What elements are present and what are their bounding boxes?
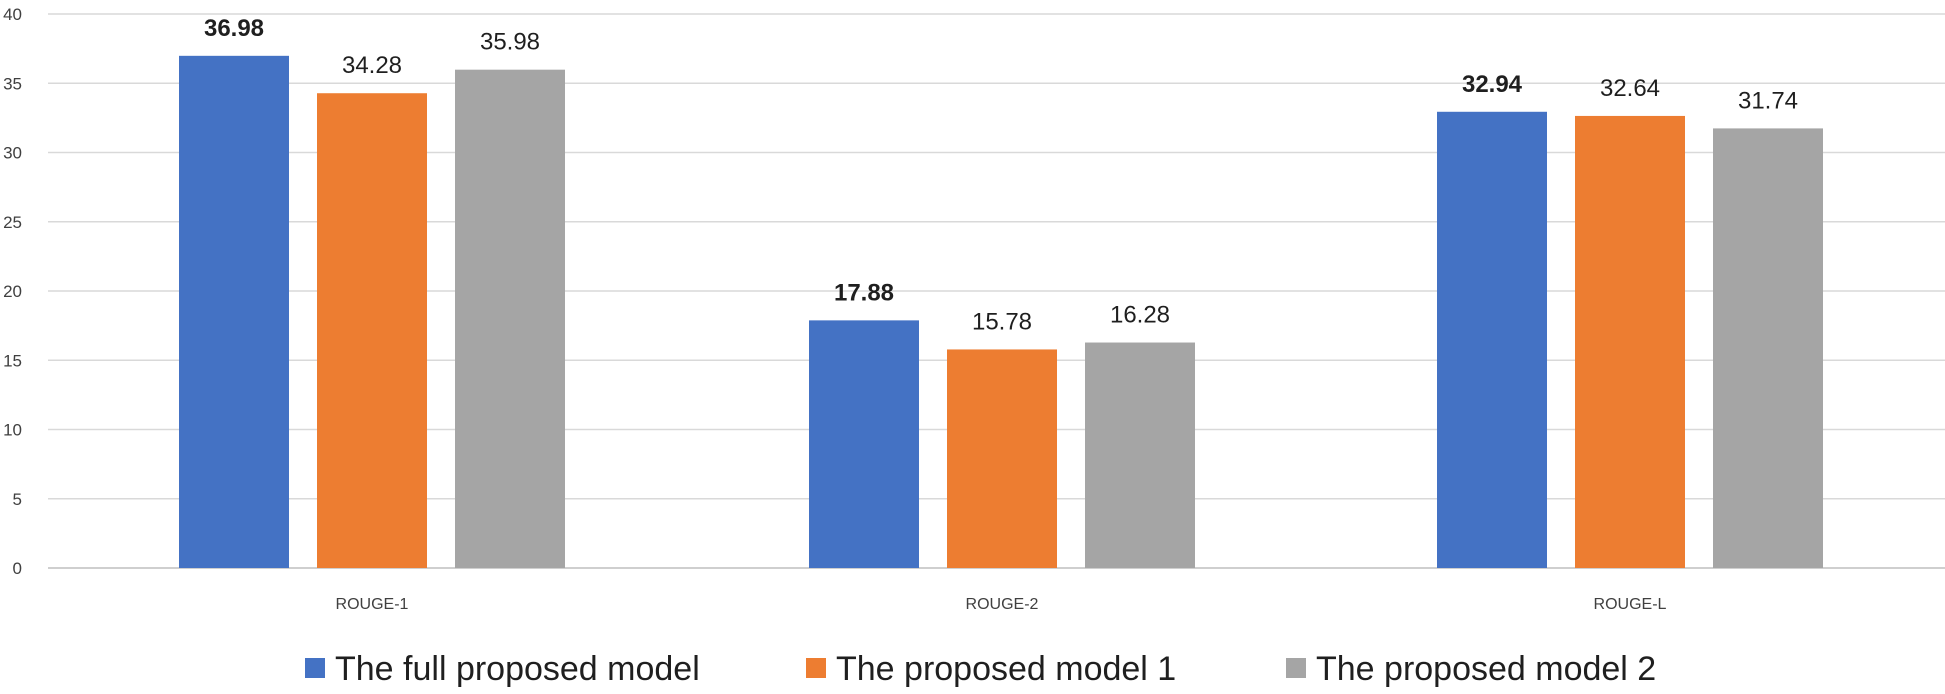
y-tick-label: 25 [3, 213, 22, 232]
y-tick-label: 5 [13, 490, 22, 509]
x-axis-categories: ROUGE-1 ROUGE-2 ROUGE-L [336, 596, 1667, 613]
legend-swatch [806, 658, 826, 678]
bar [947, 349, 1057, 568]
y-tick-label: 30 [3, 144, 22, 163]
data-labels: 36.98 34.28 35.98 17.88 15.78 16.28 32.94 32.64… [204, 15, 1798, 336]
bar [1713, 128, 1823, 568]
legend-label: The proposed model 1 [836, 650, 1176, 688]
legend-swatch [1286, 658, 1306, 678]
data-label: 34.28 [342, 52, 402, 79]
bar [1575, 115, 1685, 568]
data-label: 36.98 [204, 15, 264, 42]
bar [455, 69, 565, 568]
bars [179, 55, 1823, 569]
data-label: 17.88 [834, 279, 894, 306]
y-tick-label: 15 [3, 351, 22, 370]
y-tick-label: 0 [13, 559, 22, 578]
data-label: 31.74 [1738, 87, 1798, 114]
y-tick-label: 10 [3, 421, 22, 440]
legend-label: The full proposed model [335, 650, 700, 688]
y-tick-label: 40 [3, 5, 22, 24]
data-label: 32.64 [1600, 75, 1660, 102]
x-category-label: ROUGE-1 [336, 596, 409, 613]
x-category-label: ROUGE-2 [966, 596, 1039, 613]
bar [1085, 342, 1195, 568]
data-label: 32.94 [1462, 71, 1523, 98]
data-label: 15.78 [972, 308, 1032, 335]
bar [809, 320, 919, 568]
legend-swatch [305, 658, 325, 678]
x-category-label: ROUGE-L [1594, 596, 1667, 613]
bar [317, 93, 427, 569]
bar [1437, 111, 1547, 568]
legend: The full proposed model The proposed mode… [305, 650, 1656, 688]
y-tick-label: 35 [3, 74, 22, 93]
data-label: 16.28 [1110, 302, 1170, 329]
data-label: 35.98 [480, 29, 540, 56]
y-axis-ticks: 0 5 10 15 20 25 30 35 40 [3, 5, 22, 578]
legend-label: The proposed model 2 [1316, 650, 1656, 688]
bar [179, 55, 289, 568]
y-tick-label: 20 [3, 282, 22, 301]
